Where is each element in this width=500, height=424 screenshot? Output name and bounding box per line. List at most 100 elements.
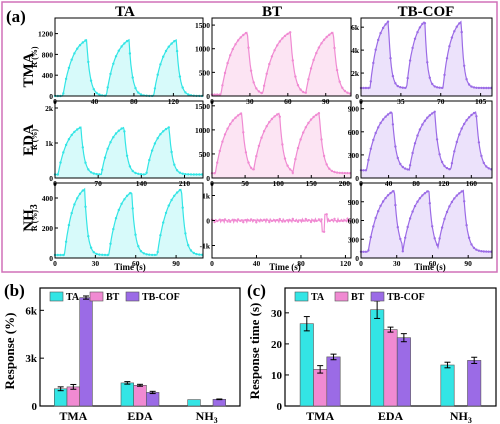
mini-bt-tma-point [247,46,250,49]
mini-ta-eda-point [62,151,65,154]
mini-tbcof-tma-ytick-label: 6k [351,23,360,32]
mini-tbcof-tma-point [408,59,412,62]
mini-tbcof-tma-point [394,82,397,85]
mini-ta-tma-point [167,45,170,48]
mini-ta-nh3-point [56,253,59,257]
mini-tbcof-tma-point [472,86,476,89]
mini-ta-nh3-point [189,249,193,252]
row-label-eda: EDA [21,124,37,156]
mini-tbcof-eda-point [394,145,397,148]
mini-tbcof-nh3-plot: 0 300 600 900 0 30 60 90 [348,182,493,268]
mini-tbcof-nh3-ytick-label: 0 [355,254,359,263]
mini-ta-nh3-xtick-label: 90 [172,259,180,268]
mini-tbcof-nh3-xtick-label: 90 [464,259,472,268]
mini-tbcof-tma-point [423,22,427,25]
panel-c-category-label-eda: EDA [378,409,404,423]
mini-tbcof-nh3-point [485,250,488,253]
mini-tbcof-eda-point [401,165,404,169]
mini-ta-nh3-point [187,244,190,247]
mini-bt-nh3-point [343,219,347,222]
mini-bt-tma-point [270,55,274,58]
mini-ta-nh3-point [62,253,65,257]
bar-b-bt-eda [133,384,147,407]
mini-tbcof-eda-point [453,150,456,153]
mini-bt-nh3-point [283,220,287,223]
mini-tbcof-tma-point [485,86,488,90]
mini-bt-nh3-line [211,213,352,233]
mini-ta-nh3-point [64,240,68,243]
mini-bt-eda-point [234,116,237,119]
mini-tbcof-tma-ytick-label: 2k [351,69,360,78]
mini-tbcof-nh3-point [465,224,468,227]
mini-bt-eda-point [247,161,250,164]
mini-bt-eda-frame [211,100,352,179]
mini-tbcof-eda-point [472,111,476,115]
mini-tbcof-eda-point [421,123,424,126]
mini-tbcof-tma-point [418,26,422,29]
mini-tbcof-tma-point [401,86,404,89]
mini-bt-tma-point [328,33,331,36]
mini-ta-eda-point [189,173,193,176]
mini-tbcof-tma-point [450,36,454,39]
mini-tbcof-nh3-point [413,204,417,208]
bar-b-tbcof-nh3 [212,398,226,407]
mini-tbcof-eda-point [450,162,454,165]
mini-bt-tma-point [242,33,245,37]
mini-ta-tma-point [112,62,115,65]
mini-tbcof-nh3-point [431,225,434,228]
mini-bt-tma-point [330,31,334,35]
mini-bt-eda-point [278,115,281,119]
mini-bt-eda-point [346,171,349,175]
mini-bt-eda-point [218,149,221,153]
mini-ta-nh3-ytick-label: 0 [49,254,53,263]
mini-bt-tma-point [343,89,347,93]
mini-ta-eda-point [139,173,143,176]
mini-tbcof-eda-point [475,115,478,118]
mini-ta-eda-point [87,168,90,171]
mini-ta-tma-point [178,75,182,78]
mini-bt-nh3-point [221,219,224,222]
mini-bt-eda-point [260,136,263,139]
mini-ta-tma-point [117,49,121,52]
mini-tbcof-nh3-point [401,250,404,253]
time-axis-label-tbcof: Time (s) [414,262,446,272]
mini-bt-nh3-point [304,217,307,221]
mini-tbcof-nh3-point [389,191,392,195]
mini-ta-eda-point [150,149,154,152]
time-axis-label-ta: Time (s) [114,262,146,272]
mini-bt-nh3-point [260,219,263,222]
mini-ta-tma-point [64,77,68,81]
mini-ta-nh3-point [178,188,182,192]
mini-ta-nh3-point [170,198,173,202]
bar-c-ta-eda [370,309,385,407]
mini-ta-eda-point [195,173,198,176]
mini-ta-eda-point [109,141,112,144]
mini-bt-tma-ytick-label: 1000 [195,45,210,54]
mini-bt-eda-point [244,151,248,154]
mini-bt-eda-point [265,125,268,128]
mini-bt-nh3-point [234,219,237,222]
panel-b-ytick-label: 6k [25,305,38,317]
mini-bt-eda-point [307,121,310,125]
mini-tbcof-tma-point [453,30,456,33]
mini-ta-tma-point [120,45,123,48]
mini-bt-tma-point [234,43,237,46]
mini-bt-nh3-point [289,219,292,222]
mini-ta-nh3-point [114,217,118,220]
mini-bt-tma-point [315,51,318,55]
mini-ta-tma-ytick-label: 800 [42,50,54,59]
mini-ta-eda-point [67,138,71,141]
mini-tbcof-nh3-xtick-label: 30 [393,259,401,268]
panel-b-legend: TA BT TB-COF [49,291,180,303]
mini-bt-eda-point [216,161,219,164]
mini-tbcof-eda-point [369,147,372,150]
mini-ta-tma-point [78,44,82,47]
legend-label-b-ta: TA [66,292,80,303]
mini-tbcof-nh3-point [377,210,380,213]
mini-tbcof-eda-area [361,111,492,178]
mini-tbcof-eda-point [477,141,481,144]
mini-ta-eda-area [55,127,203,178]
mini-tbcof-tma-point [389,57,392,60]
mini-ta-eda-point [117,129,121,132]
